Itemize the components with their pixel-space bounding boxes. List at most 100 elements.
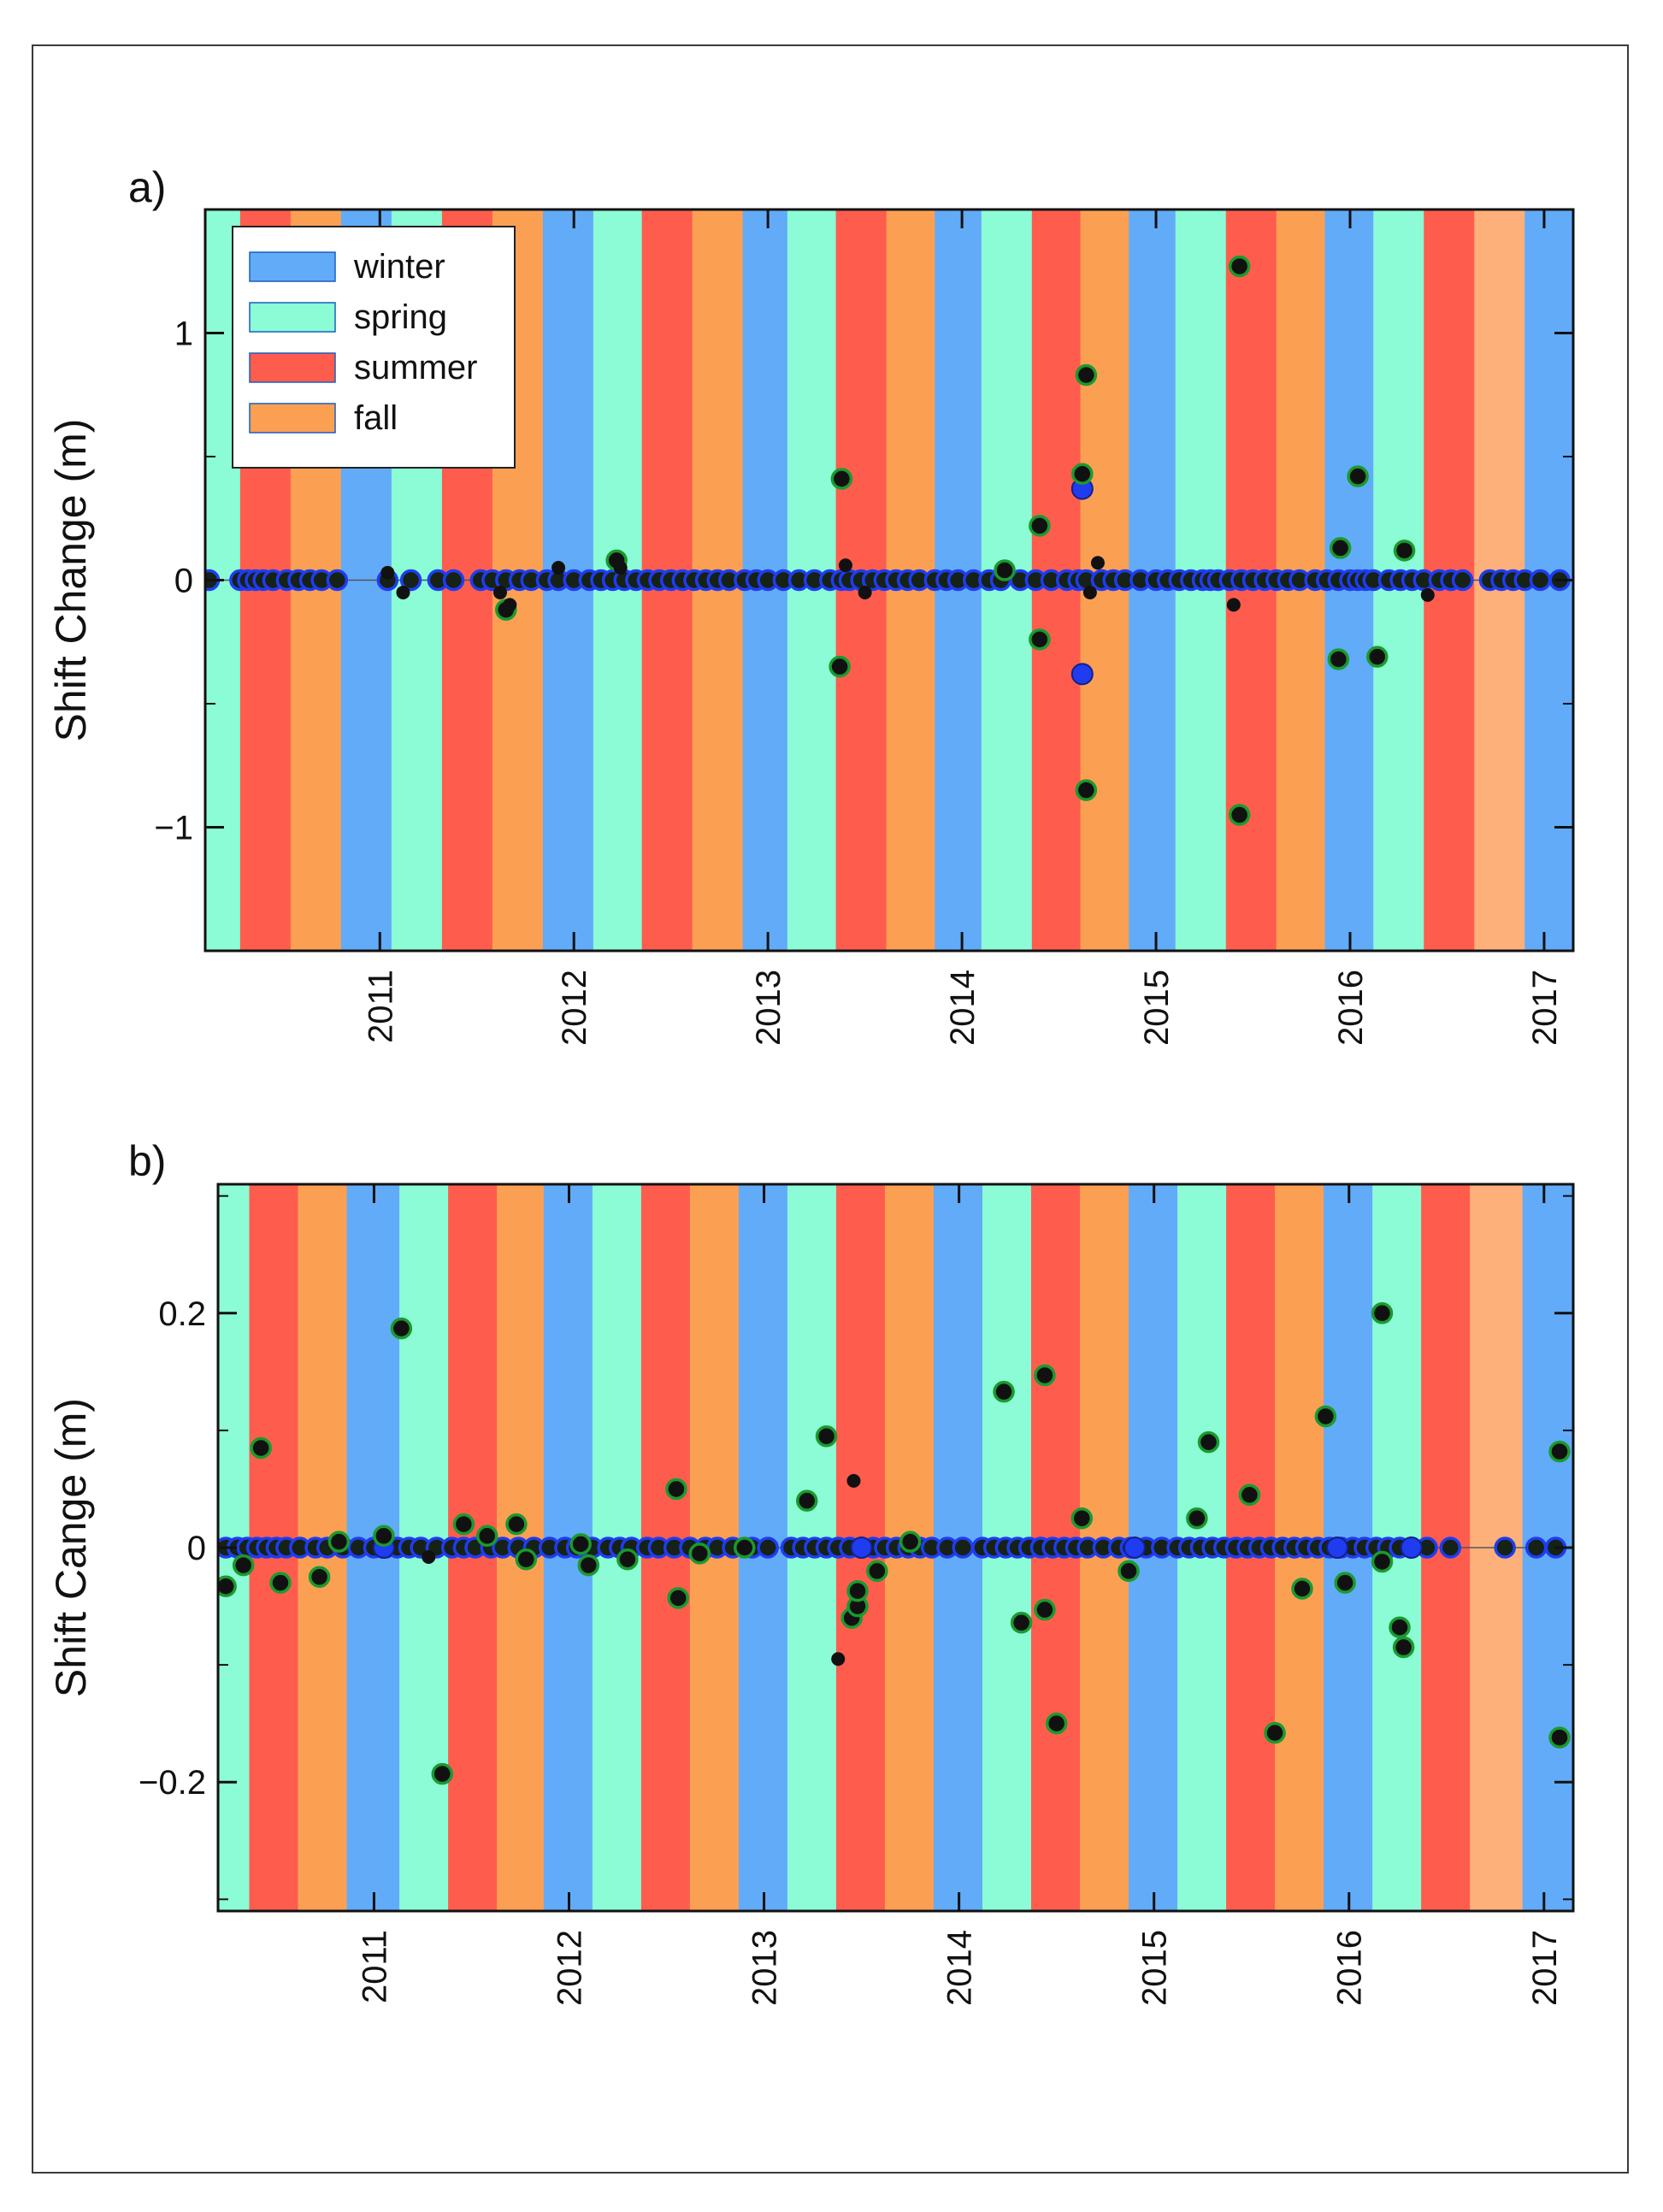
data-point-zero xyxy=(952,1537,974,1559)
data-point-green xyxy=(218,1575,237,1597)
data-point-black xyxy=(503,598,517,612)
y-axis-label: Shift Change (m) xyxy=(47,419,95,742)
data-point-green xyxy=(1389,1616,1411,1638)
data-point-blue xyxy=(1123,1537,1146,1559)
data-point-zero xyxy=(399,569,422,592)
data-point-black xyxy=(1420,587,1435,602)
data-point-green xyxy=(1029,628,1051,651)
data-point-zero xyxy=(1494,1537,1516,1559)
data-point-green xyxy=(1228,804,1251,826)
data-point-black xyxy=(838,558,852,573)
legend-swatch-summer xyxy=(249,352,336,383)
data-points xyxy=(218,1302,1571,1785)
data-point-green xyxy=(1329,537,1352,559)
y-tick-label: 0 xyxy=(187,1530,206,1567)
data-point-black xyxy=(396,585,410,599)
data-point-green xyxy=(734,1537,756,1559)
y-tick-label: −0.2 xyxy=(139,1764,206,1802)
data-point-green xyxy=(475,1525,498,1548)
legend-label-spring: spring xyxy=(354,298,447,336)
data-point-black xyxy=(1226,598,1241,612)
data-point-green xyxy=(577,1554,600,1577)
panel-b-label: b) xyxy=(128,1137,166,1185)
data-point-green xyxy=(1118,1560,1140,1583)
y-tick-label: 0.2 xyxy=(158,1295,206,1333)
data-point-green xyxy=(308,1566,331,1589)
x-tick-label: 2014 xyxy=(944,970,982,1046)
x-tick-label: 2017 xyxy=(1526,1930,1564,2006)
data-points xyxy=(205,255,1571,826)
x-tick-label: 2012 xyxy=(556,970,593,1046)
data-point-black xyxy=(492,585,507,599)
data-point-black xyxy=(846,1473,861,1488)
data-point-green xyxy=(1034,1364,1056,1387)
data-point-green xyxy=(1228,255,1251,278)
legend-label-fall: fall xyxy=(354,399,398,437)
data-point-green xyxy=(1347,465,1369,487)
data-point-green xyxy=(1075,363,1098,386)
data-point-green xyxy=(1045,1712,1068,1735)
data-point-green xyxy=(373,1525,395,1548)
data-point-zero xyxy=(757,1537,779,1559)
data-point-green xyxy=(1548,1726,1571,1749)
legend-swatch-spring xyxy=(249,302,336,333)
data-point-green xyxy=(1186,1507,1208,1530)
x-tick-label: 2016 xyxy=(1331,1930,1369,2006)
data-point-green xyxy=(830,468,853,490)
x-tick-label: 2012 xyxy=(551,1930,589,2006)
data-point-green xyxy=(1238,1484,1261,1507)
x-tick-label: 2017 xyxy=(1526,970,1564,1046)
y-tick-label: 1 xyxy=(174,316,193,353)
data-point-green xyxy=(505,1513,528,1536)
data-point-green xyxy=(250,1436,272,1460)
data-point-green xyxy=(829,655,851,678)
legend-label-summer: summer xyxy=(354,349,477,386)
data-point-green xyxy=(1075,779,1098,801)
data-point-green xyxy=(899,1531,922,1553)
data-point-green xyxy=(815,1425,838,1448)
x-tick-label: 2015 xyxy=(1136,1930,1174,2006)
data-point-green xyxy=(569,1533,592,1555)
data-point-green xyxy=(452,1513,475,1536)
x-tick-label: 2014 xyxy=(941,1930,979,2006)
data-point-blue xyxy=(850,1537,873,1559)
x-tick-label: 2013 xyxy=(750,970,787,1046)
data-point-green xyxy=(1371,1302,1394,1324)
data-point-green xyxy=(1197,1430,1220,1454)
data-point-green xyxy=(327,1531,351,1553)
x-tick-label: 2013 xyxy=(746,1930,784,2006)
data-point-blue xyxy=(1400,1537,1423,1559)
data-point-zero xyxy=(1529,569,1552,592)
data-point-green xyxy=(431,1762,454,1785)
data-point-green xyxy=(1034,1598,1056,1621)
data-point-green xyxy=(993,1380,1015,1403)
data-point-green xyxy=(1334,1572,1356,1594)
y-tick-label: −1 xyxy=(154,810,193,847)
panel-a-label: a) xyxy=(128,163,166,211)
data-point-green xyxy=(1070,1507,1094,1530)
data-point-green xyxy=(390,1317,413,1340)
data-point-green xyxy=(994,559,1016,581)
data-point-green xyxy=(269,1572,292,1594)
panel-b-chart: −0.2 0 0.2 2011 2012 2013 2014 2015 2016 2017 Shif… xyxy=(47,1183,1575,2006)
data-point-green xyxy=(232,1554,255,1577)
data-point-zero xyxy=(442,569,465,592)
data-point-green xyxy=(1393,540,1416,562)
y-axis-label: Shift Cange (m) xyxy=(47,1398,95,1697)
x-tick-label: 2015 xyxy=(1138,970,1176,1046)
data-point-black xyxy=(1090,556,1105,570)
legend-label-winter: winter xyxy=(353,248,445,286)
data-point-green xyxy=(1291,1578,1313,1600)
data-point-black xyxy=(1082,585,1097,599)
data-point-green xyxy=(795,1489,818,1512)
legend-swatch-fall xyxy=(249,403,336,434)
legend: winter spring summer fall xyxy=(232,226,516,469)
data-point-black xyxy=(613,561,628,575)
data-point-black xyxy=(422,1549,436,1564)
data-point-green xyxy=(1327,648,1350,670)
data-point-green xyxy=(1029,515,1051,537)
data-point-green xyxy=(1392,1636,1415,1659)
data-point-zero xyxy=(1524,1537,1548,1559)
data-point-blue xyxy=(1070,663,1094,686)
